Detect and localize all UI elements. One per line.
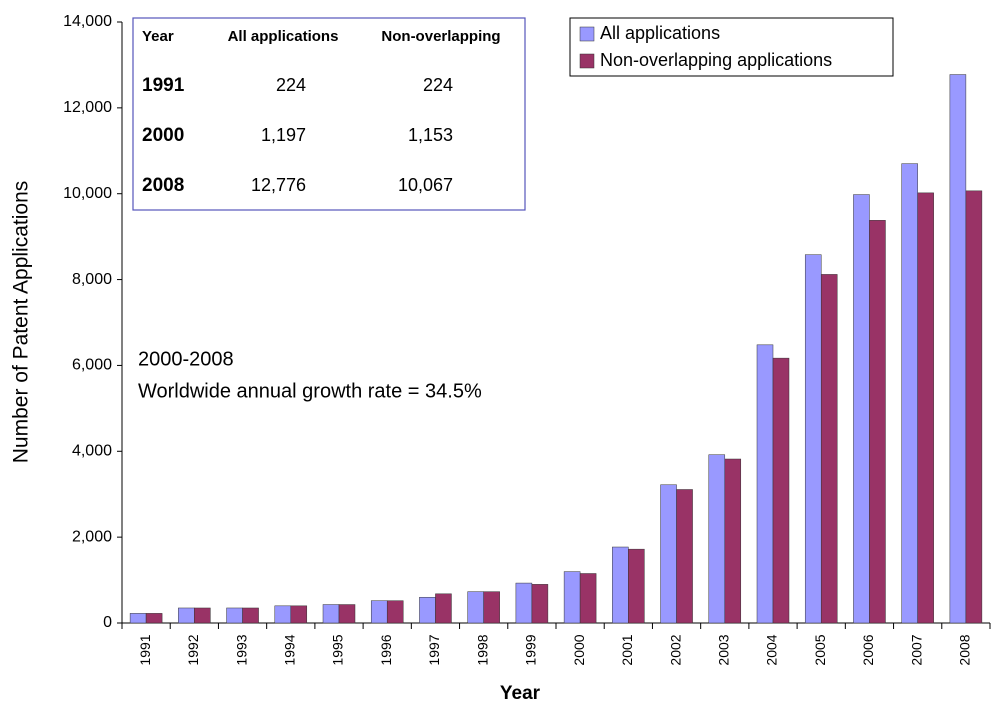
table-cell: 1,197 xyxy=(261,125,306,145)
bar xyxy=(370,600,388,624)
x-axis-label: Year xyxy=(500,683,541,704)
y-tick-label: 12,000 xyxy=(63,99,112,116)
x-tick-label: 2000 xyxy=(571,634,587,665)
table-header: All applications xyxy=(228,28,339,45)
x-tick-label: 1998 xyxy=(474,634,490,665)
table-header: Non-overlapping xyxy=(381,28,500,45)
bar xyxy=(194,607,211,624)
bar xyxy=(917,192,934,624)
y-axis-label: Number of Patent Applications xyxy=(10,181,33,464)
x-tick-label: 2004 xyxy=(764,634,780,665)
table-header: Year xyxy=(142,28,174,45)
x-tick-label: 1996 xyxy=(378,634,394,665)
y-tick-label: 4,000 xyxy=(72,443,112,460)
table-cell: 224 xyxy=(276,75,306,95)
bar xyxy=(435,593,452,624)
table-box xyxy=(132,17,526,211)
legend-swatch xyxy=(579,53,595,69)
x-tick-label: 2006 xyxy=(860,634,876,665)
x-tick-label: 1999 xyxy=(523,634,539,665)
table-cell: 10,067 xyxy=(398,175,453,195)
x-tick-label: 1993 xyxy=(233,634,249,665)
bar xyxy=(242,607,259,624)
table-cell: 224 xyxy=(423,75,453,95)
bar xyxy=(515,582,533,624)
x-tick-label: 1994 xyxy=(281,634,297,665)
bar xyxy=(178,607,195,624)
table-cell: 1,153 xyxy=(408,125,453,145)
table-cell: 2000 xyxy=(142,125,184,146)
bar xyxy=(676,489,693,624)
bar xyxy=(804,254,822,624)
bar xyxy=(772,357,790,624)
bar xyxy=(612,546,629,624)
x-tick-label: 2008 xyxy=(957,634,973,665)
y-tick-label: 0 xyxy=(103,614,112,631)
x-tick-label: 2002 xyxy=(667,634,683,665)
y-tick-label: 14,000 xyxy=(63,13,112,30)
x-tick-label: 1997 xyxy=(426,634,442,665)
legend-swatch xyxy=(579,26,595,42)
bar xyxy=(531,584,549,624)
bar xyxy=(226,607,243,624)
y-tick-label: 10,000 xyxy=(63,185,112,202)
bar xyxy=(290,605,308,624)
table-cell: 12,776 xyxy=(251,175,306,195)
legend-box xyxy=(569,17,894,77)
bar xyxy=(129,613,147,624)
bar xyxy=(853,194,870,624)
y-tick-label: 2,000 xyxy=(72,528,112,545)
bar xyxy=(628,548,645,624)
legend-label: Non-overlapping applications xyxy=(600,50,832,70)
table-cell: 1991 xyxy=(142,75,185,96)
x-tick-label: 1992 xyxy=(185,634,201,665)
y-tick-label: 8,000 xyxy=(72,271,112,288)
x-tick-label: 1995 xyxy=(330,634,346,665)
x-tick-label: 2001 xyxy=(619,634,635,665)
bar xyxy=(419,596,436,624)
bar xyxy=(708,454,726,624)
bar xyxy=(756,344,774,624)
bar xyxy=(322,604,340,624)
x-tick-label: 2007 xyxy=(908,634,924,665)
bar xyxy=(820,274,838,624)
x-tick-label: 1991 xyxy=(137,634,153,665)
bar xyxy=(563,571,581,624)
table-cell: 2008 xyxy=(142,175,184,196)
bar xyxy=(338,604,356,624)
y-tick-label: 6,000 xyxy=(72,357,112,374)
bar xyxy=(660,484,677,624)
bar xyxy=(386,600,404,624)
bar xyxy=(467,591,484,624)
bar xyxy=(483,591,500,624)
bar xyxy=(869,220,886,624)
bar xyxy=(965,190,983,624)
bar xyxy=(145,613,163,624)
legend-label: All applications xyxy=(600,23,720,43)
bar xyxy=(724,458,742,624)
bar xyxy=(579,573,597,624)
bar xyxy=(949,74,967,624)
x-tick-label: 2003 xyxy=(715,634,731,665)
annotation: Worldwide annual growth rate = 34.5% xyxy=(138,380,482,402)
x-tick-label: 2005 xyxy=(812,634,828,665)
annotation: 2000-2008 xyxy=(138,348,234,370)
bar xyxy=(274,605,292,624)
bar xyxy=(901,163,918,624)
